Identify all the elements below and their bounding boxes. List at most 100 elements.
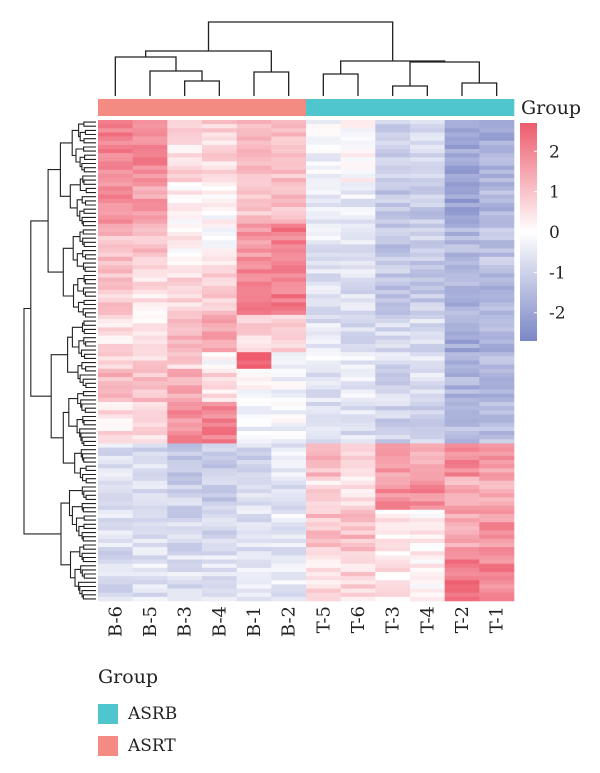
heatmap-cell bbox=[98, 385, 133, 390]
heatmap-cell bbox=[167, 397, 203, 403]
heatmap-cell bbox=[98, 592, 133, 598]
heatmap-cell bbox=[444, 377, 480, 382]
heatmap-cell bbox=[444, 414, 480, 419]
heatmap-cell bbox=[479, 153, 515, 158]
heatmap-cell bbox=[375, 335, 411, 341]
heatmap-cell bbox=[98, 468, 133, 473]
heatmap-cell bbox=[410, 157, 445, 162]
heatmap-cell bbox=[444, 588, 480, 594]
heatmap-cell bbox=[306, 389, 341, 394]
heatmap-cell bbox=[271, 182, 307, 187]
heatmap-cell bbox=[306, 580, 341, 585]
heatmap-cell bbox=[98, 165, 133, 171]
heatmap-cell bbox=[132, 198, 168, 204]
heatmap-cell bbox=[271, 364, 307, 370]
heatmap-cell bbox=[202, 244, 237, 249]
heatmap-cell bbox=[340, 227, 376, 233]
heatmap-cell bbox=[202, 356, 237, 361]
heatmap-cell bbox=[202, 352, 237, 357]
heatmap-cell bbox=[410, 505, 445, 511]
column-label: T-5 bbox=[313, 606, 334, 633]
heatmap-cell bbox=[132, 157, 168, 162]
group-annotation-cell bbox=[236, 99, 272, 116]
heatmap-cell bbox=[236, 256, 272, 262]
heatmap-cell bbox=[167, 372, 203, 378]
heatmap-cell bbox=[167, 356, 203, 361]
heatmap-cell bbox=[167, 153, 203, 158]
heatmap-cell bbox=[479, 555, 515, 560]
heatmap-cell bbox=[479, 190, 515, 195]
heatmap-cell bbox=[98, 480, 133, 486]
heatmap-cell bbox=[98, 265, 133, 270]
heatmap-cell bbox=[271, 447, 307, 453]
heatmap-cell bbox=[479, 576, 515, 581]
heatmap-cell bbox=[410, 401, 445, 407]
heatmap-cell bbox=[167, 252, 203, 258]
dendrogram-link bbox=[322, 73, 359, 96]
heatmap-cell bbox=[479, 323, 515, 328]
column-labels: B-6 B-5 B-3 B-4 B-1 B-2 T-5 T-6 T-3 T-4 T-2 T-1 bbox=[105, 606, 507, 637]
heatmap-cell bbox=[444, 231, 480, 237]
heatmap-cell bbox=[444, 352, 480, 357]
heatmap-cell bbox=[98, 124, 133, 129]
heatmap-cell bbox=[167, 231, 203, 237]
heatmap-cell bbox=[479, 236, 515, 241]
heatmap-cell bbox=[132, 335, 168, 341]
heatmap-cell bbox=[132, 580, 168, 585]
heatmap-cell bbox=[444, 198, 480, 204]
heatmap-cell bbox=[132, 144, 168, 150]
heatmap-cell bbox=[410, 182, 445, 187]
heatmap-cell bbox=[202, 497, 237, 502]
heatmap-cell bbox=[444, 277, 480, 283]
heatmap-cell bbox=[202, 157, 237, 162]
heatmap-cell bbox=[236, 422, 272, 428]
heatmap-cell bbox=[98, 269, 133, 274]
heatmap-cell bbox=[236, 132, 272, 137]
heatmap-cell bbox=[306, 430, 341, 436]
heatmap-cell bbox=[479, 534, 515, 540]
colorbar-tick-label: 1 bbox=[549, 183, 560, 203]
heatmap-cell bbox=[444, 567, 480, 573]
heatmap-cell bbox=[236, 285, 272, 291]
heatmap-cell bbox=[306, 144, 341, 150]
heatmap-cell bbox=[340, 555, 376, 560]
colorbar-tick-label: 2 bbox=[549, 142, 560, 162]
heatmap-cell bbox=[167, 522, 203, 527]
heatmap-cell bbox=[132, 559, 168, 564]
heatmap-cell bbox=[202, 480, 237, 486]
heatmap-cell bbox=[202, 576, 237, 581]
heatmap-cell bbox=[236, 140, 272, 146]
heatmap-cell bbox=[479, 435, 515, 440]
heatmap-cell bbox=[167, 290, 203, 295]
heatmap-cell bbox=[410, 364, 445, 370]
heatmap-cell bbox=[444, 447, 480, 453]
heatmap-cell bbox=[340, 551, 376, 556]
heatmap-cell bbox=[375, 443, 411, 448]
heatmap-cell bbox=[375, 161, 411, 166]
heatmap-cell bbox=[479, 377, 515, 382]
heatmap-cell bbox=[306, 302, 341, 307]
heatmap-cell bbox=[306, 178, 341, 183]
heatmap-cell bbox=[479, 260, 515, 266]
heatmap-cell bbox=[479, 273, 515, 278]
heatmap-cell bbox=[479, 215, 515, 220]
heatmap-cell bbox=[271, 120, 307, 125]
heatmap-cell bbox=[202, 547, 237, 552]
heatmap-cell bbox=[479, 360, 515, 365]
heatmap-cell bbox=[202, 132, 237, 137]
heatmap-cell bbox=[236, 335, 272, 341]
heatmap-cell bbox=[271, 460, 307, 465]
heatmap-cell bbox=[98, 451, 133, 457]
heatmap-cell bbox=[306, 244, 341, 249]
heatmap-cell bbox=[236, 393, 272, 399]
heatmap-cell bbox=[167, 455, 203, 461]
heatmap-cell bbox=[306, 215, 341, 220]
heatmap-cell bbox=[375, 455, 411, 461]
heatmap-cell bbox=[167, 542, 203, 548]
heatmap-cell bbox=[444, 430, 480, 436]
heatmap-cell bbox=[271, 207, 307, 212]
heatmap-cell bbox=[271, 252, 307, 258]
heatmap-cell bbox=[340, 207, 376, 212]
heatmap-cell bbox=[444, 285, 480, 291]
heatmap-cell bbox=[306, 393, 341, 399]
